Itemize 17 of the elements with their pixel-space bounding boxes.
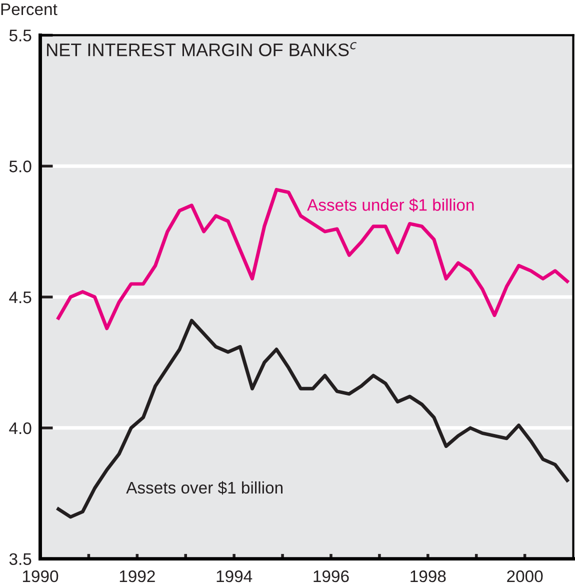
y-tick-label: 4.0 bbox=[9, 422, 32, 434]
series-label: Assets over $1 billion bbox=[126, 481, 282, 495]
line-series bbox=[56, 318, 569, 519]
x-tick-label: 2000 bbox=[507, 570, 543, 582]
x-tick-label: 1992 bbox=[120, 570, 155, 582]
y-tick-label: 3.5 bbox=[9, 553, 32, 566]
y-tick-label: 4.5 bbox=[9, 292, 32, 304]
series-label: Assets under $1 billion bbox=[307, 198, 474, 212]
x-tick-label: 1990 bbox=[22, 570, 58, 582]
chart-title: NET INTEREST MARGIN OF BANKS$^{c}$ bbox=[47, 42, 356, 56]
y-axis-title: Percent bbox=[1, 4, 58, 16]
x-tick-label: 1994 bbox=[216, 570, 252, 582]
line-series bbox=[56, 188, 569, 330]
y-tick-label: 5.0 bbox=[9, 160, 32, 172]
x-tick-label: 1998 bbox=[410, 570, 446, 582]
y-tick-label: 5.5 bbox=[9, 30, 32, 42]
x-tick-label: 1996 bbox=[314, 570, 349, 582]
